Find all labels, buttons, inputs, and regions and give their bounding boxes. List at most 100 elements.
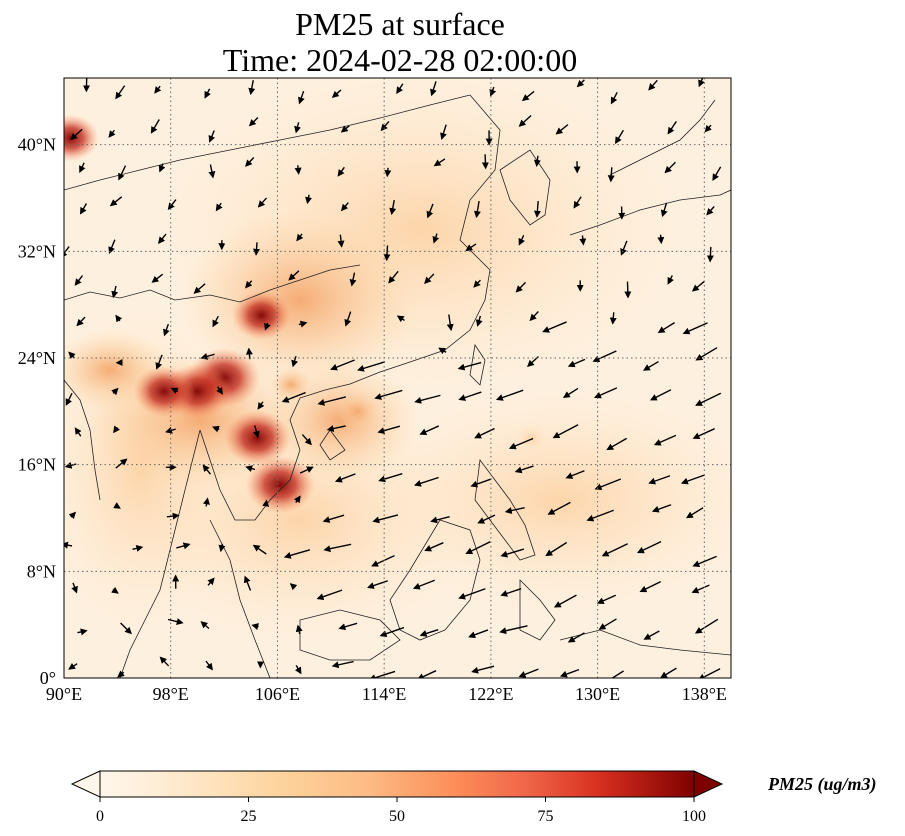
wind-arrow [695, 392, 722, 406]
wind-arrow [706, 246, 714, 263]
wind-arrow [248, 80, 256, 96]
wind-arrow [639, 581, 662, 593]
wind-arrow [294, 122, 301, 134]
wind-arrow [475, 315, 483, 327]
wind-arrow [691, 584, 710, 594]
wind-arrow [514, 465, 534, 474]
wind-arrow [338, 622, 358, 631]
coastlines [64, 94, 731, 678]
wind-arrow [458, 391, 482, 401]
wind-arrow [384, 167, 392, 178]
wind-arrow [481, 154, 489, 170]
wind-arrow [598, 618, 617, 630]
map-frame [63, 77, 732, 679]
wind-arrow [322, 514, 345, 523]
wind-arrow [706, 206, 715, 216]
wind-arrow [283, 549, 311, 559]
wind-arrow [500, 588, 522, 597]
wind-arrow [555, 124, 569, 135]
wind-arrow [377, 425, 401, 434]
wind-arrow [298, 320, 308, 328]
wind-arrow [337, 166, 345, 177]
wind-arrow [299, 466, 314, 474]
gridlines [64, 78, 731, 678]
wind-arrow [565, 470, 585, 479]
wind-arrow [120, 622, 132, 635]
wind-arrow [438, 347, 447, 355]
wind-arrow [648, 79, 658, 91]
colorbar-tick-label: 75 [538, 808, 554, 825]
wind-arrow [424, 273, 435, 284]
wind-arrow [113, 502, 121, 509]
lat-tick-label: 40°N [18, 135, 56, 155]
wind-arrow [518, 668, 539, 678]
pm25-hotspot [232, 290, 291, 340]
wind-arrow [113, 425, 121, 434]
wind-arrow [601, 543, 629, 557]
wind-arrow [68, 511, 77, 520]
wind-arrow [606, 437, 628, 451]
wind-arrow [111, 285, 119, 299]
wind-arrow [567, 632, 585, 643]
wind-arrow [660, 667, 677, 678]
wind-arrow [204, 88, 211, 99]
wind-arrow [349, 272, 357, 287]
wind-arrow [301, 434, 312, 446]
lat-tick-label: 32°N [18, 241, 56, 261]
wind-arrow [176, 542, 191, 550]
wind-arrow [374, 389, 403, 400]
wind-arrow [208, 130, 216, 143]
wind-arrow [337, 234, 345, 248]
wind-arrow [245, 157, 255, 167]
wind-arrow [414, 476, 439, 487]
wind-arrow [79, 203, 88, 215]
pm25-hotspot [269, 366, 313, 403]
wind-arrow [529, 311, 539, 322]
wind-arrow [419, 628, 439, 637]
wind-arrow [457, 361, 482, 371]
wind-arrow [331, 89, 342, 99]
pm25-hotspot [64, 114, 99, 162]
wind-arrow [108, 239, 116, 254]
wind-arrow [609, 312, 617, 325]
wind-arrow [521, 90, 535, 102]
lon-tick-label: 114°E [362, 684, 407, 704]
lon-tick-label: 122°E [468, 684, 513, 704]
wind-arrow [593, 387, 618, 399]
wind-arrow [298, 90, 305, 105]
wind-arrow [552, 424, 579, 439]
wind-arrow [636, 541, 662, 554]
wind-arrow [294, 165, 302, 175]
colorbar-label: PM25 (ug/m3) [768, 774, 877, 795]
wind-arrow [515, 281, 526, 293]
wind-arrow [167, 199, 177, 211]
pm25-hotspot [133, 365, 195, 417]
lon-tick-label: 130°E [575, 684, 620, 704]
wind-arrow [489, 86, 497, 97]
wind-arrow [205, 660, 213, 671]
colorbar-tick-label: 100 [682, 808, 706, 825]
wind-arrow [579, 235, 587, 246]
wind-arrow [380, 120, 390, 132]
wind-arrow [419, 425, 440, 435]
wind-arrow [432, 233, 440, 244]
wind-arrow [704, 124, 712, 133]
map-time: Time: 2024-02-28 02:00:00 [222, 42, 578, 78]
wind-arrow [426, 203, 434, 219]
wind-arrow [253, 242, 261, 256]
wind-arrow [649, 389, 672, 401]
wind-arrow [465, 243, 477, 252]
wind-arrow [115, 314, 123, 323]
wind-arrow [200, 353, 215, 360]
wind-arrow [499, 625, 528, 635]
wind-arrow [610, 92, 618, 105]
wind-arrow [396, 315, 405, 323]
wind-arrow [295, 624, 303, 635]
wind-arrow [430, 81, 437, 97]
wind-arrow [378, 472, 403, 483]
pm25-hotspot [337, 394, 378, 429]
wind-arrow [167, 618, 184, 625]
wind-arrow [245, 465, 256, 472]
wind-vectors [64, 78, 722, 678]
wind-arrow [71, 582, 78, 594]
